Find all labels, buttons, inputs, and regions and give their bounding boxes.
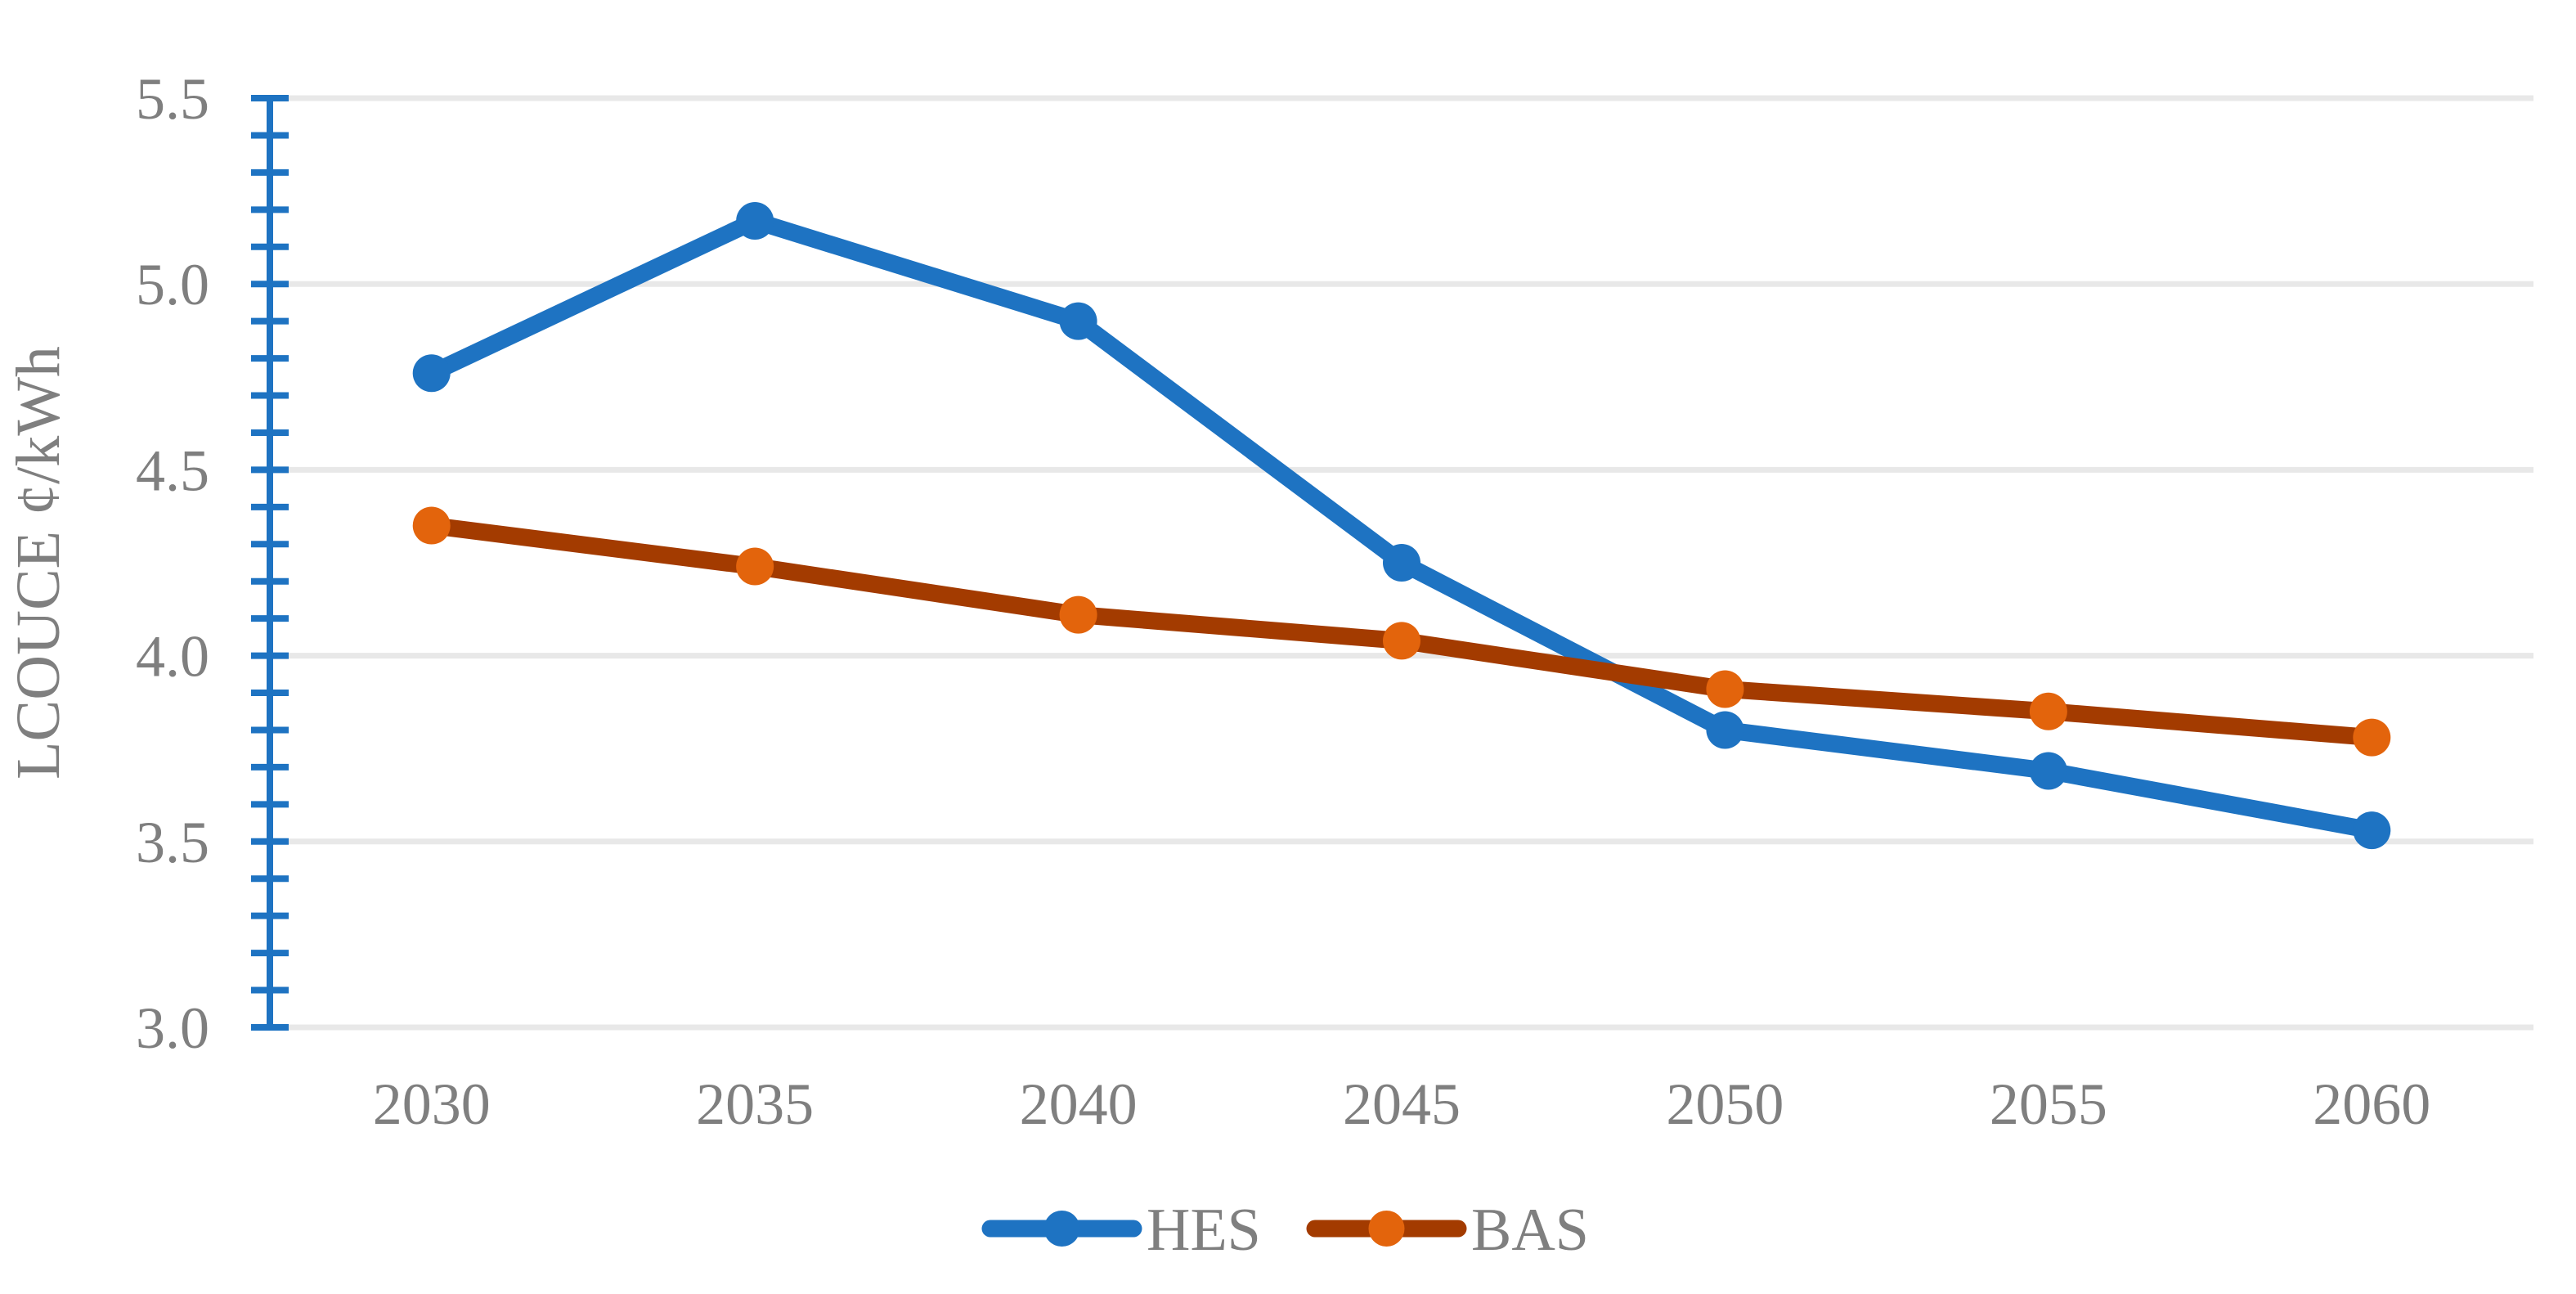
x-tick-label: 2055 — [1990, 1072, 2107, 1137]
legend-item-bas: BAS — [1306, 1197, 1589, 1264]
legend: HES BAS — [981, 1197, 1589, 1264]
y-tick-label: 5.5 — [136, 66, 209, 132]
y-tick-label: 4.0 — [136, 624, 209, 690]
x-tick-label: 2045 — [1343, 1072, 1461, 1137]
x-tick-labels: 2030 2035 2040 2045 2050 2055 2060 — [373, 1072, 2431, 1137]
series-marker-bas-2050 — [1706, 670, 1744, 708]
series-marker-bas-2055 — [2029, 692, 2067, 730]
y-tick-label: 3.5 — [136, 810, 209, 875]
series-marker-bas-2060 — [2353, 718, 2391, 757]
series-marker-hes-2035 — [736, 201, 774, 240]
x-tick-label: 2040 — [1020, 1072, 1138, 1137]
series-marker-hes-2050 — [1706, 711, 1744, 749]
x-tick-label: 2035 — [696, 1072, 814, 1137]
y-tick-label: 3.0 — [136, 995, 209, 1061]
series-marker-hes-2045 — [1383, 544, 1420, 582]
legend-label: BAS — [1471, 1197, 1589, 1264]
series-marker-hes-2040 — [1059, 302, 1097, 340]
series-marker-hes-2030 — [412, 354, 451, 393]
series-marker-hes-2060 — [2353, 811, 2391, 850]
series-marker-bas-2035 — [736, 547, 774, 586]
y-tick-label: 4.5 — [136, 438, 209, 503]
series-marker-hes-2055 — [2029, 752, 2067, 790]
x-tick-label: 2060 — [2313, 1072, 2430, 1137]
legend-swatch-marker — [1368, 1211, 1405, 1247]
series-marker-bas-2040 — [1059, 595, 1097, 634]
legend-swatch-marker — [1043, 1211, 1080, 1247]
series-bas — [412, 506, 2391, 757]
y-tick-label: 5.0 — [136, 252, 209, 317]
series-marker-bas-2030 — [412, 506, 451, 545]
y-tick-labels: 3.0 3.5 4.0 4.5 5.0 5.5 — [136, 66, 209, 1061]
series-line-hes — [423, 212, 2381, 839]
x-tick-label: 2050 — [1666, 1072, 1784, 1137]
legend-label: HES — [1147, 1197, 1261, 1264]
y-axis-title: LCOUCE ¢/kWh — [4, 346, 73, 780]
legend-item-hes: HES — [981, 1197, 1261, 1264]
series-hes — [412, 201, 2391, 850]
x-tick-label: 2030 — [373, 1072, 491, 1137]
y-axis — [251, 95, 289, 1031]
series-marker-bas-2045 — [1383, 622, 1420, 660]
